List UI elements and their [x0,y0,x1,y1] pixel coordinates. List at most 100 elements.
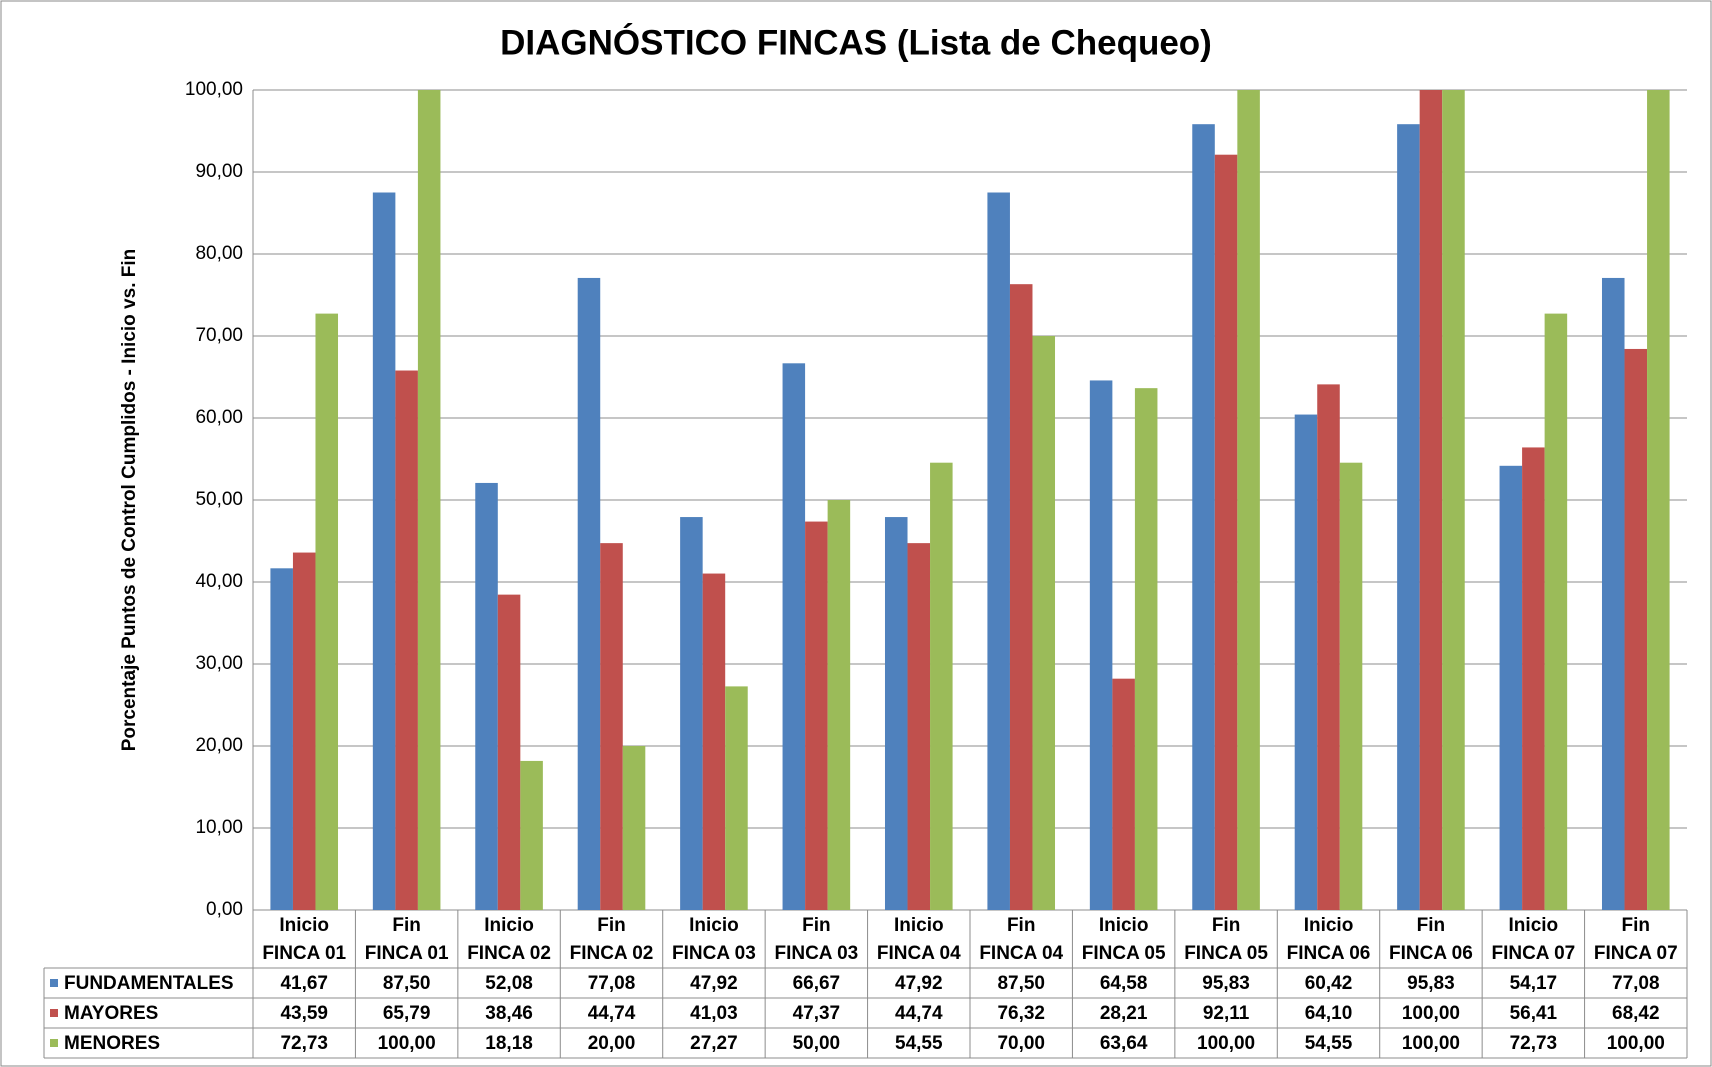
data-label: 72,73 [280,1033,328,1054]
data-label: 43,59 [280,1003,328,1024]
x-tick-label: Fin [1622,915,1651,936]
x-tick-label: Fin [392,915,421,936]
x-tick-label: Inicio [894,915,944,936]
bar [1442,90,1465,910]
bar [1624,348,1648,910]
data-label: 27,27 [690,1033,738,1054]
legend-swatch [50,1039,58,1047]
data-label: 44,74 [588,1003,636,1024]
y-tick-label: 10,00 [195,817,243,838]
data-label: 47,92 [690,973,738,994]
data-label: 50,00 [793,1033,841,1054]
legend-label: FUNDAMENTALES [64,973,234,994]
x-tick-label: FINCA 01 [262,943,346,964]
bar [702,573,726,910]
data-label: 72,73 [1510,1033,1558,1054]
data-label: 77,08 [1612,973,1660,994]
data-label: 100,00 [1402,1003,1460,1024]
x-tick-label: FINCA 02 [570,943,654,964]
bar [497,594,521,910]
data-label: 68,42 [1612,1003,1660,1024]
data-label: 70,00 [997,1033,1045,1054]
data-label: 44,74 [895,1003,943,1024]
data-label: 95,83 [1407,973,1455,994]
x-tick-label: FINCA 07 [1491,943,1575,964]
bar [805,521,828,910]
y-tick-label: 0,00 [206,899,243,920]
data-label: 20,00 [588,1033,636,1054]
bar [372,192,396,910]
x-tick-label: Fin [1417,915,1446,936]
y-tick-label: 100,00 [185,79,243,100]
bar [1317,384,1340,910]
x-tick-label: FINCA 05 [1082,943,1166,964]
bar [725,686,748,910]
bar [1112,678,1135,910]
y-tick-label: 30,00 [195,653,243,674]
chart-title: DIAGNÓSTICO FINCAS (Lista de Chequeo) [500,22,1212,62]
data-label: 87,50 [383,973,431,994]
data-label: 18,18 [485,1033,533,1054]
data-label: 100,00 [1402,1033,1460,1054]
x-tick-label: FINCA 07 [1594,943,1678,964]
data-label: 60,42 [1305,973,1353,994]
bar [1134,388,1158,911]
x-tick-label: Inicio [689,915,739,936]
data-label: 54,55 [895,1033,943,1054]
bar [930,462,953,910]
bar [1601,277,1625,911]
x-tick-label: FINCA 06 [1287,943,1371,964]
bar [622,746,646,910]
data-label: 47,37 [793,1003,841,1024]
bar [1647,90,1670,910]
bar [680,517,703,910]
data-label: 100,00 [1607,1033,1665,1054]
legend-label: MAYORES [64,1003,158,1024]
y-tick-label: 70,00 [195,325,243,346]
data-label: 41,03 [690,1003,738,1024]
x-tick-label: Fin [597,915,626,936]
x-tick-label: Fin [1007,915,1036,936]
y-tick-label: 40,00 [195,571,243,592]
bar [1397,124,1420,911]
bar [577,277,601,911]
y-tick-label: 20,00 [195,735,243,756]
y-tick-label: 90,00 [195,161,243,182]
bar [600,543,623,910]
bar [1192,124,1215,911]
data-label: 54,55 [1305,1033,1353,1054]
bar [1544,313,1568,910]
data-label: 100,00 [378,1033,436,1054]
data-label: 66,67 [793,973,841,994]
data-label: 47,92 [895,973,943,994]
x-tick-label: FINCA 06 [1389,943,1473,964]
data-label: 65,79 [383,1003,431,1024]
x-tick-label: Inicio [1509,915,1559,936]
bar [1089,380,1113,911]
x-tick-label: FINCA 01 [365,943,449,964]
legend-label: MENORES [64,1033,160,1054]
data-label: 63,64 [1100,1033,1148,1054]
bar [1294,414,1318,910]
data-label: 56,41 [1510,1003,1558,1024]
x-tick-label: Inicio [1099,915,1149,936]
data-label: 28,21 [1100,1003,1148,1024]
data-label: 95,83 [1202,973,1250,994]
y-axis-label: Porcentaje Puntos de Control Cumplidos -… [119,249,140,752]
y-tick-label: 60,00 [195,407,243,428]
bar [782,363,806,910]
data-label: 54,17 [1510,973,1558,994]
x-tick-label: FINCA 04 [979,943,1063,964]
data-label: 41,67 [280,973,328,994]
x-tick-label: FINCA 04 [877,943,961,964]
bar [827,500,851,910]
legend-swatch [50,979,58,987]
bar [1339,462,1363,910]
bar [1214,154,1238,910]
y-tick-label: 80,00 [195,243,243,264]
x-tick-label: FINCA 03 [672,943,756,964]
y-tick-label: 50,00 [195,489,243,510]
x-tick-label: Inicio [1304,915,1354,936]
data-label: 52,08 [485,973,533,994]
